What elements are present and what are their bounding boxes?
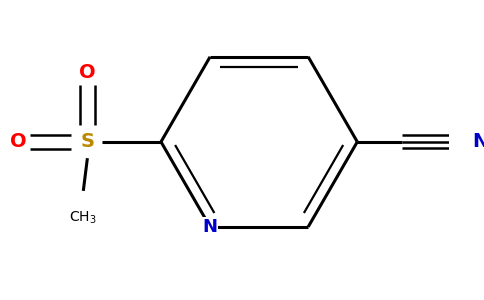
Text: CH$_3$: CH$_3$ [70,209,97,226]
Text: N: N [203,218,218,236]
Text: O: O [79,63,96,82]
Text: O: O [10,132,26,151]
Text: N: N [472,132,484,151]
Text: S: S [80,132,94,151]
